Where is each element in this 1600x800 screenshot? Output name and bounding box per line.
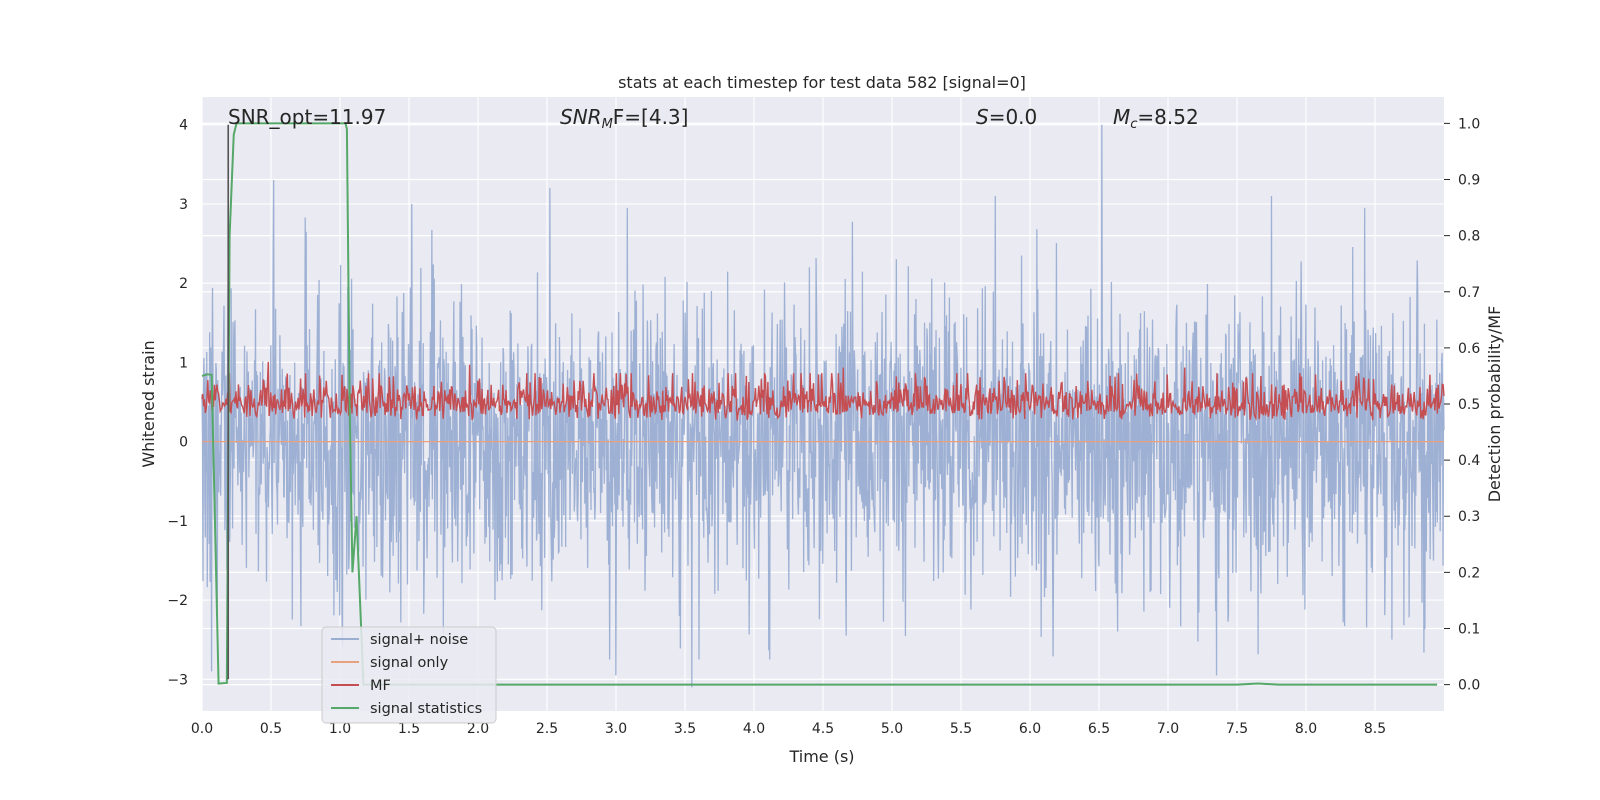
y-right-tick-label: 1.0 [1458,116,1480,132]
x-tick-label: 7.0 [1157,721,1179,737]
x-tick-label: 5.5 [950,721,972,737]
x-axis-label: Time (s) [788,747,854,766]
x-tick-label: 8.0 [1295,721,1317,737]
y-right-tick-label: 0.2 [1458,565,1480,581]
annotation-mc: Mc=8.52 [1113,105,1199,132]
y-right-tick-label: 0.4 [1458,453,1480,469]
y-left-tick-label: 3 [179,197,188,213]
x-tick-label: 3.0 [605,721,627,737]
chart-title: stats at each timestep for test data 582… [618,73,1026,92]
series-mf [201,361,1445,421]
annotation-snr-opt: SNR_opt=11.97 [228,105,386,129]
x-tick-label: 4.0 [743,721,765,737]
x-tick-label: 6.0 [1019,721,1041,737]
legend-label-mf: MF [370,678,391,694]
legend-label-signal-noise: signal+ noise [370,632,468,648]
series-line-signal-statistics [201,122,1438,686]
y-left-tick-label: 0 [179,435,188,451]
annotation-s: S=0.0 [976,105,1037,129]
x-tick-label: 6.5 [1088,721,1110,737]
y-right-axis-ticks: 0.0 0.1 0.2 0.3 0.4 0.5 0.6 0.7 0.8 0.9 1.0 [1444,116,1480,694]
series-line-mf [201,361,1445,421]
annotation-snr-mf: SNRMF=[4.3] [560,105,688,132]
x-tick-label: 7.5 [1226,721,1248,737]
y-left-axis-label: Whitened strain [139,340,158,467]
x-tick-label: 3.5 [674,721,696,737]
y-left-axis-ticks: −3 −2 −1 0 1 2 3 4 [167,118,188,689]
x-tick-label: 1.0 [329,721,351,737]
y-right-tick-label: 0.6 [1458,341,1480,357]
x-tick-label: 8.5 [1364,721,1386,737]
series-signal-statistics [201,122,1438,686]
x-axis-ticks: 0.0 0.5 1.0 1.5 2.0 2.5 3.0 3.5 4.0 4.5 5.0 5.5 6.0 6… [191,721,1386,737]
legend-box [321,626,497,724]
x-tick-label: 0.0 [191,721,213,737]
x-tick-label: 1.5 [398,721,420,737]
legend: signal+ noise signal only MF signal stat… [321,626,497,724]
x-tick-label: 0.5 [260,721,282,737]
y-left-tick-label: 2 [179,276,188,292]
y-left-tick-label: 4 [179,118,188,134]
y-left-tick-label: −2 [167,593,188,609]
y-left-tick-label: −3 [167,672,188,688]
y-right-tick-label: 0.7 [1458,285,1480,301]
x-tick-label: 2.5 [536,721,558,737]
x-tick-label: 4.5 [812,721,834,737]
y-right-tick-label: 0.3 [1458,509,1480,525]
y-right-tick-label: 0.0 [1458,678,1480,694]
y-right-tick-label: 0.5 [1458,397,1480,413]
y-right-axis-label: Detection probability/MF [1485,306,1504,503]
legend-label-signal-statistics: signal statistics [370,701,482,717]
y-left-tick-label: −1 [167,514,188,530]
legend-label-signal-only: signal only [370,655,449,671]
y-left-tick-label: 1 [179,355,188,371]
y-right-tick-label: 0.8 [1458,229,1480,245]
y-right-tick-label: 0.9 [1458,173,1480,189]
y-right-tick-label: 0.1 [1458,621,1480,637]
x-tick-label: 5.0 [881,721,903,737]
x-tick-label: 2.0 [467,721,489,737]
